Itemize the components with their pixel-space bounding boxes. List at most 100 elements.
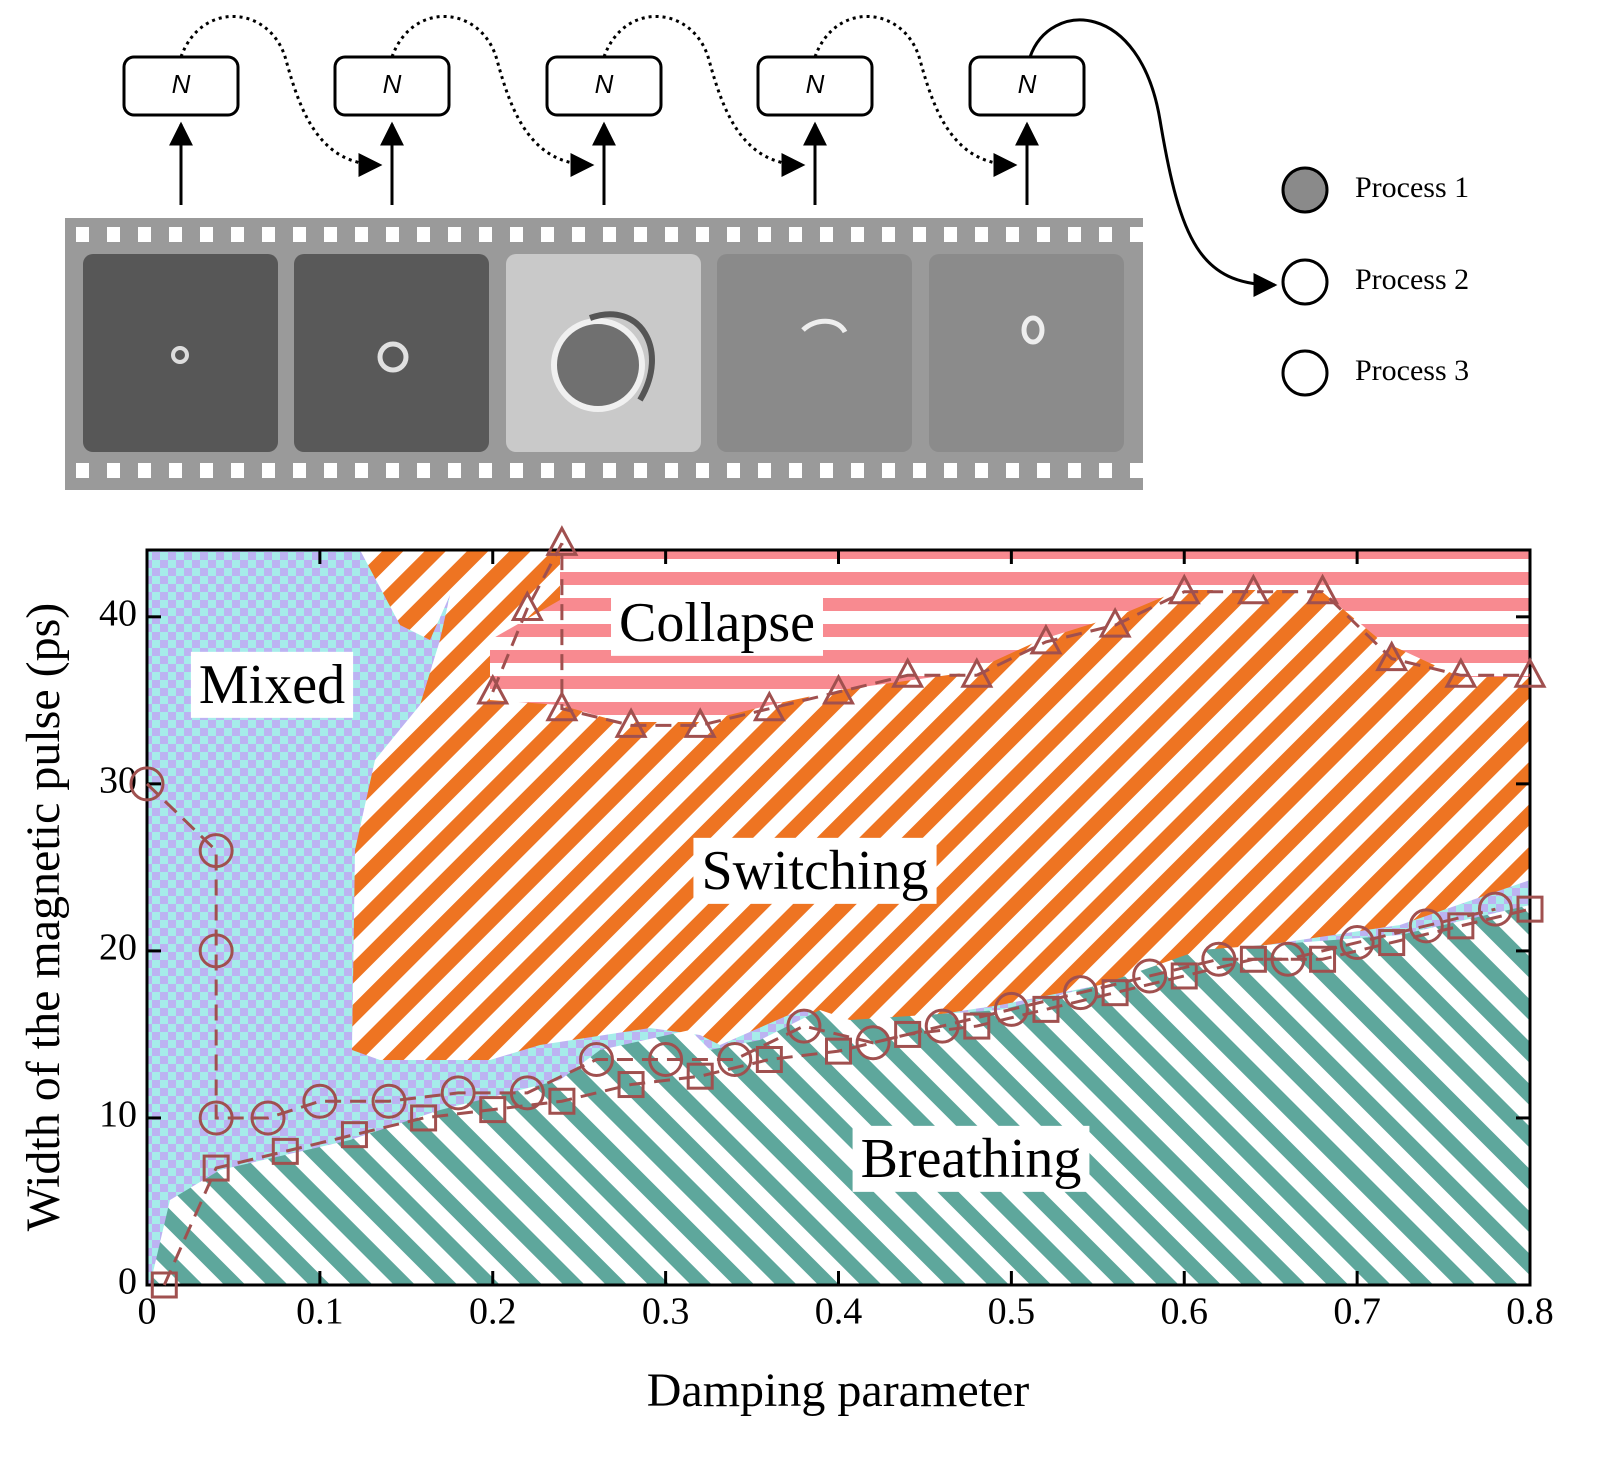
perforation xyxy=(634,463,647,478)
x-tick-label: 0.7 xyxy=(1333,1291,1381,1333)
perforation xyxy=(696,227,709,242)
perforation xyxy=(944,227,957,242)
circle-marker xyxy=(198,833,234,869)
perforations xyxy=(76,227,1143,478)
circle-marker xyxy=(198,1100,234,1136)
region-label: Mixed xyxy=(199,654,345,716)
circle-marker xyxy=(786,1008,822,1044)
circle-marker xyxy=(1132,958,1168,994)
legend-label: Process 1 xyxy=(1355,171,1469,204)
square-marker xyxy=(479,1096,507,1124)
perforation xyxy=(1130,227,1143,242)
perforation xyxy=(138,227,151,242)
perforation xyxy=(293,227,306,242)
square-marker xyxy=(1101,979,1129,1007)
perforation xyxy=(727,463,740,478)
perforation xyxy=(603,227,616,242)
perforation xyxy=(944,463,957,478)
square-marker xyxy=(340,1121,368,1149)
region-label-box xyxy=(693,837,937,904)
perforation xyxy=(572,227,585,242)
circle-marker xyxy=(1339,925,1375,961)
perforation xyxy=(386,227,399,242)
perforation xyxy=(1068,463,1081,478)
perforation xyxy=(76,227,89,242)
x-tick-label: 0.8 xyxy=(1506,1291,1554,1333)
region-label-box xyxy=(852,1125,1090,1192)
frame xyxy=(929,254,1124,452)
y-tick-label: 0 xyxy=(118,1261,137,1303)
perforation xyxy=(448,463,461,478)
square-marker xyxy=(1032,995,1060,1023)
triangle-marker xyxy=(1444,657,1478,688)
circle-marker xyxy=(198,933,234,969)
square-marker xyxy=(1516,895,1544,923)
triangle-marker xyxy=(960,657,994,688)
perforation xyxy=(789,463,802,478)
perforation xyxy=(1037,463,1050,478)
x-tick-label: 0.4 xyxy=(815,1291,863,1333)
node-box xyxy=(968,55,1086,117)
perforation xyxy=(417,227,430,242)
perforation xyxy=(76,463,89,478)
triangle-marker xyxy=(1375,640,1409,672)
skyrmion xyxy=(801,318,848,334)
diagram: N N N N N Process 1 Process 2 Process 3 xyxy=(65,15,1469,490)
perforation xyxy=(262,463,275,478)
x-tick-label: 0.6 xyxy=(1161,1291,1209,1333)
perforation xyxy=(696,463,709,478)
circle-marker xyxy=(371,1083,407,1119)
circle-marker xyxy=(302,1083,338,1119)
breathing-region xyxy=(150,905,1530,1285)
perforation xyxy=(851,463,864,478)
region-label: Breathing xyxy=(861,1128,1082,1190)
triangle-marker xyxy=(821,673,856,705)
y-tick-label: 40 xyxy=(99,593,137,635)
perforation xyxy=(355,463,368,478)
node-label: N xyxy=(595,69,614,99)
perforation xyxy=(541,463,554,478)
perforation xyxy=(1006,227,1019,242)
transfer-arrow xyxy=(1028,18,1278,297)
perforation xyxy=(355,227,368,242)
square-marker xyxy=(410,1104,438,1132)
circle-marker xyxy=(1477,891,1513,927)
perforation xyxy=(820,463,833,478)
skyrmion xyxy=(551,318,645,412)
perforation xyxy=(324,227,337,242)
legend-symbol xyxy=(1281,258,1329,306)
perforation xyxy=(541,227,554,242)
frame xyxy=(717,254,912,452)
perforation xyxy=(231,227,244,242)
perforation xyxy=(603,463,616,478)
perforation xyxy=(386,463,399,478)
perforation xyxy=(293,463,306,478)
triangle-marker xyxy=(1236,573,1270,605)
perforation xyxy=(231,463,244,478)
node-label: N xyxy=(1018,69,1037,99)
legend-label: Process 3 xyxy=(1355,354,1469,387)
triangle-marker xyxy=(510,590,544,621)
x-tick-label: 0.2 xyxy=(469,1291,517,1333)
x-tick-label: 0.5 xyxy=(988,1291,1036,1333)
perforation xyxy=(448,227,461,242)
triangle-marker xyxy=(1029,623,1063,655)
skyrmion-edge xyxy=(588,311,655,402)
perforation xyxy=(975,227,988,242)
x-tick-label: 0.1 xyxy=(296,1291,344,1333)
perforation xyxy=(913,227,926,242)
circle-marker xyxy=(855,1025,891,1061)
y-axis-label: Width of the magnetic pulse (ps) xyxy=(17,603,70,1232)
skyrmion xyxy=(377,341,409,373)
perforation xyxy=(1006,463,1019,478)
square-marker xyxy=(1447,912,1475,940)
triangle-marker xyxy=(1306,573,1340,605)
region-label-box xyxy=(611,589,823,656)
perforation xyxy=(138,463,151,478)
perforation xyxy=(169,227,182,242)
perforation xyxy=(882,463,895,478)
perforation xyxy=(975,463,988,478)
square-marker xyxy=(1170,962,1198,990)
perforation xyxy=(1099,463,1112,478)
